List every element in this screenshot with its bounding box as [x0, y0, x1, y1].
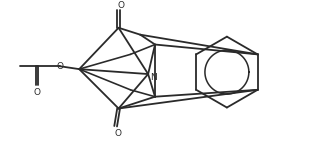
Text: O: O	[33, 88, 40, 97]
Text: N: N	[150, 72, 156, 81]
Text: O: O	[114, 129, 121, 138]
Text: O: O	[56, 62, 63, 71]
Text: O: O	[117, 1, 124, 10]
